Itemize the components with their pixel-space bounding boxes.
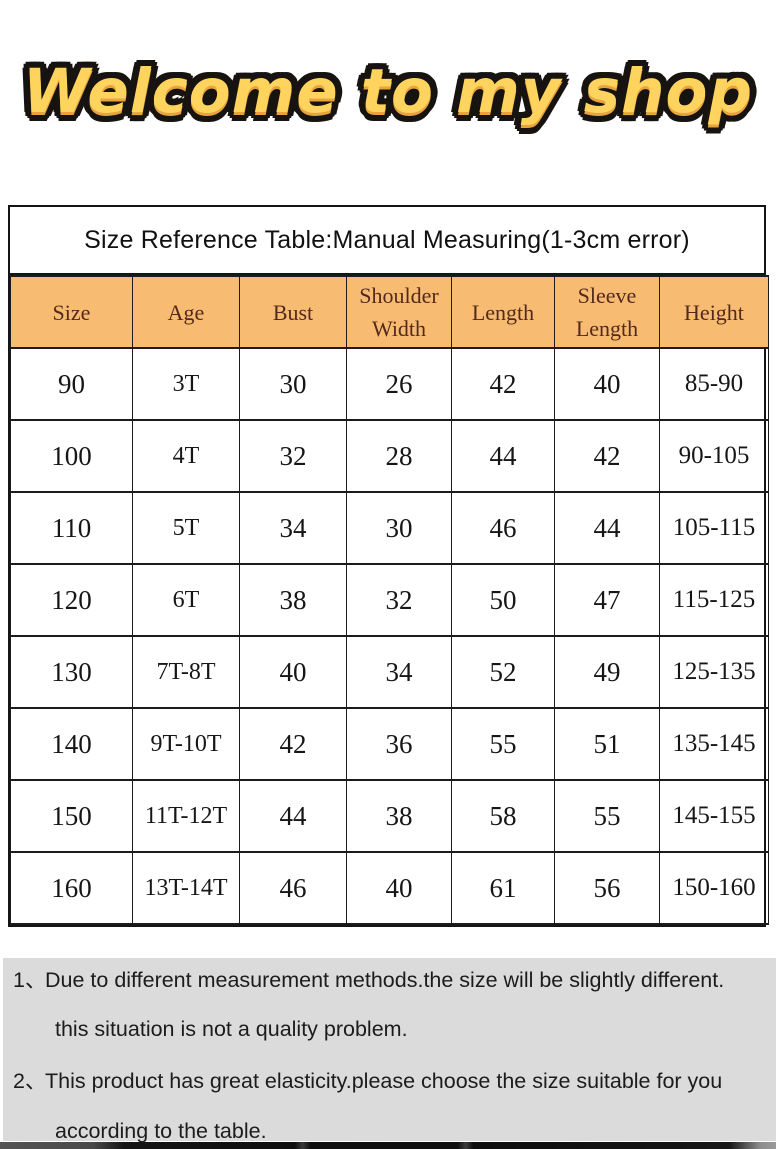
table-title: Size Reference Table:Manual Measuring(1-…	[10, 207, 764, 275]
notes-section: 1、 Due to different measurement methods.…	[3, 958, 776, 1143]
cell-sleeve: 56	[554, 851, 660, 925]
cell-shoulder: 40	[346, 851, 452, 925]
column-header-age: Age	[132, 275, 240, 349]
note-2-line-1: 2、 This product has great elasticity.ple…	[3, 1070, 776, 1093]
cell-shoulder: 32	[346, 563, 452, 637]
cell-age: 13T-14T	[132, 851, 240, 925]
bottom-divider-bar	[0, 1142, 776, 1149]
cell-size: 150	[10, 779, 133, 853]
note-2-text: This product has great elasticity.please…	[45, 1069, 723, 1093]
column-header-height: Height	[659, 275, 769, 349]
note-2-line-2: according to the table.	[55, 1119, 267, 1143]
cell-size: 160	[10, 851, 133, 925]
cell-size: 120	[10, 563, 133, 637]
welcome-banner: Welcome to my shop Welcome to my shop	[0, 52, 776, 131]
cell-size: 140	[10, 707, 133, 781]
cell-shoulder: 38	[346, 779, 452, 853]
table-row: 150 11T-12T 44 38 58 55 145-155	[10, 779, 769, 853]
cell-height: 150-160	[659, 851, 769, 925]
table-row: 110 5T 34 30 46 44 105-115	[10, 491, 769, 565]
cell-length: 61	[451, 851, 555, 925]
cell-length: 44	[451, 419, 555, 493]
cell-height: 145-155	[659, 779, 769, 853]
cell-height: 125-135	[659, 635, 769, 709]
column-header-shoulder-width: Shoulder Width	[346, 275, 452, 349]
column-header-length: Length	[451, 275, 555, 349]
note-1-number: 1、	[13, 968, 47, 992]
cell-sleeve: 40	[554, 347, 660, 421]
welcome-banner-title: Welcome to my shop	[22, 56, 754, 127]
cell-sleeve: 47	[554, 563, 660, 637]
cell-length: 55	[451, 707, 555, 781]
cell-bust: 34	[239, 491, 347, 565]
cell-age: 11T-12T	[132, 779, 240, 853]
cell-height: 115-125	[659, 563, 769, 637]
cell-sleeve: 49	[554, 635, 660, 709]
cell-length: 52	[451, 635, 555, 709]
note-1-line-1: 1、 Due to different measurement methods.…	[3, 969, 776, 992]
cell-height: 90-105	[659, 419, 769, 493]
table-row: 130 7T-8T 40 34 52 49 125-135	[10, 635, 769, 709]
cell-age: 6T	[132, 563, 240, 637]
cell-shoulder: 36	[346, 707, 452, 781]
cell-age: 9T-10T	[132, 707, 240, 781]
cell-length: 46	[451, 491, 555, 565]
note-1-line-2: this situation is not a quality problem.	[55, 1017, 408, 1041]
cell-sleeve: 51	[554, 707, 660, 781]
table-row: 140 9T-10T 42 36 55 51 135-145	[10, 707, 769, 781]
cell-bust: 44	[239, 779, 347, 853]
cell-size: 130	[10, 635, 133, 709]
cell-length: 58	[451, 779, 555, 853]
cell-size: 110	[10, 491, 133, 565]
cell-size: 90	[10, 347, 133, 421]
table-row: 90 3T 30 26 42 40 85-90	[10, 347, 769, 421]
size-table: Size Age Bust Shoulder Width Length Slee…	[10, 275, 769, 925]
cell-age: 4T	[132, 419, 240, 493]
cell-bust: 38	[239, 563, 347, 637]
cell-shoulder: 34	[346, 635, 452, 709]
cell-sleeve: 55	[554, 779, 660, 853]
cell-sleeve: 44	[554, 491, 660, 565]
table-row: 160 13T-14T 46 40 61 56 150-160	[10, 851, 769, 925]
column-header-sleeve-length: Sleeve Length	[554, 275, 660, 349]
note-1-text: Due to different measurement methods.the…	[45, 968, 725, 992]
cell-height: 85-90	[659, 347, 769, 421]
cell-bust: 30	[239, 347, 347, 421]
table-row: 100 4T 32 28 44 42 90-105	[10, 419, 769, 493]
cell-length: 50	[451, 563, 555, 637]
cell-bust: 46	[239, 851, 347, 925]
size-reference-table: Size Reference Table:Manual Measuring(1-…	[8, 205, 769, 927]
cell-size: 100	[10, 419, 133, 493]
column-header-bust: Bust	[239, 275, 347, 349]
cell-age: 7T-8T	[132, 635, 240, 709]
note-2-number: 2、	[13, 1069, 47, 1093]
table-row: 120 6T 38 32 50 47 115-125	[10, 563, 769, 637]
cell-shoulder: 30	[346, 491, 452, 565]
welcome-banner-text-wrap: Welcome to my shop Welcome to my shop	[23, 52, 753, 131]
cell-height: 105-115	[659, 491, 769, 565]
cell-height: 135-145	[659, 707, 769, 781]
cell-age: 5T	[132, 491, 240, 565]
table-header-row: Size Age Bust Shoulder Width Length Slee…	[10, 275, 769, 349]
cell-bust: 42	[239, 707, 347, 781]
cell-age: 3T	[132, 347, 240, 421]
welcome-banner-outline: Welcome to my shop	[22, 56, 754, 127]
cell-sleeve: 42	[554, 419, 660, 493]
cell-shoulder: 28	[346, 419, 452, 493]
cell-bust: 32	[239, 419, 347, 493]
cell-shoulder: 26	[346, 347, 452, 421]
cell-length: 42	[451, 347, 555, 421]
cell-bust: 40	[239, 635, 347, 709]
column-header-size: Size	[10, 275, 133, 349]
